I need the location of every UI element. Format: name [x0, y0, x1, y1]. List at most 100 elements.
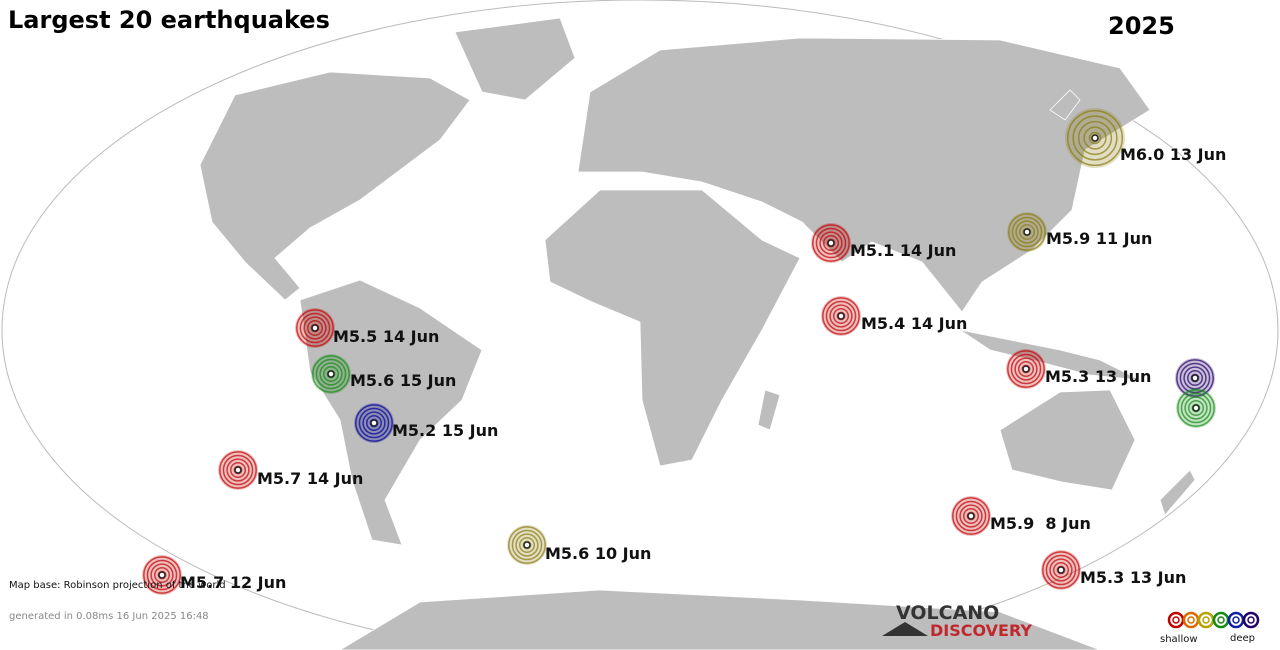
legend-ring: [1167, 611, 1185, 629]
quake-center: [327, 370, 335, 378]
quake-ring: [1042, 551, 1080, 589]
quake-marker: [811, 223, 851, 263]
quake-label: M5.3 13 Jun: [1080, 568, 1186, 587]
quake-marker: [951, 496, 991, 536]
legend-ring: [1212, 611, 1230, 629]
quake-marker: [295, 308, 335, 348]
quake-center: [837, 312, 845, 320]
quake-ring: [306, 319, 324, 337]
quake-label: M5.9 11 Jun: [1046, 229, 1152, 248]
legend: shallow deep: [1160, 611, 1260, 645]
legend-ring-inner: [1247, 616, 1255, 624]
quake-ring: [1015, 220, 1039, 244]
quake-ring: [1007, 350, 1045, 388]
quake-ring: [829, 304, 853, 328]
quake-ring: [1011, 216, 1043, 248]
quake-marker: [142, 555, 182, 595]
legend-deep: deep: [1230, 633, 1255, 644]
quake-ring: [153, 566, 171, 584]
quake-marker: [507, 525, 547, 565]
legend-ring: [1227, 611, 1245, 629]
quake-ring: [1072, 115, 1118, 161]
quake-marker: [1041, 550, 1081, 590]
quake-center: [311, 324, 319, 332]
quake-center: [523, 541, 531, 549]
quake-ring: [229, 461, 247, 479]
quake-ring: [143, 556, 181, 594]
quake-ring: [312, 355, 350, 393]
quake-label: M5.6 10 Jun: [545, 544, 651, 563]
quake-ring: [358, 407, 390, 439]
quake-ring: [1014, 357, 1038, 381]
quake-ring: [1077, 120, 1113, 156]
quake-ring: [146, 559, 178, 591]
logo-line2: DISCOVERY: [930, 621, 1032, 640]
quake-center: [827, 239, 835, 247]
quake-marker: [821, 296, 861, 336]
quake-marker: [354, 403, 394, 443]
quake-center: [1191, 374, 1199, 382]
quake-ring: [222, 454, 254, 486]
quake-ring: [1088, 131, 1102, 145]
logo-icon: [882, 622, 928, 636]
legend-shallow: shallow: [1160, 634, 1198, 645]
quake-ring: [1008, 213, 1046, 251]
legend-ring-inner: [1172, 616, 1180, 624]
quake-center: [234, 466, 242, 474]
quake-ring: [1010, 353, 1042, 385]
logo: VOLCANO DISCOVERY: [882, 602, 1032, 640]
year: 2025: [1108, 12, 1175, 40]
quake-center: [370, 419, 378, 427]
quake-ring: [362, 411, 386, 435]
quake-label: M5.7 12 Jun: [180, 573, 286, 592]
quake-marker: [311, 354, 351, 394]
continents: [199, 17, 1196, 650]
legend-ring: [1197, 611, 1215, 629]
quake-ring: [1083, 126, 1107, 150]
quake-ring: [1183, 366, 1207, 390]
quake-label: M5.6 15 Jun: [350, 371, 456, 390]
legend-ring-inner: [1232, 616, 1240, 624]
quake-marker: [218, 450, 258, 490]
quake-ring: [150, 563, 174, 587]
quake-ring: [319, 362, 343, 386]
quake-ring: [219, 451, 257, 489]
quake-ring: [303, 316, 327, 340]
quake-ring: [1176, 359, 1214, 397]
quake-ring: [1017, 360, 1035, 378]
quake-center: [967, 512, 975, 520]
legend-ring-inner: [1217, 616, 1225, 624]
legend-ring: [1182, 611, 1200, 629]
quake-ring: [1018, 223, 1036, 241]
quake-label: M5.2 15 Jun: [392, 421, 498, 440]
quake-ring: [955, 500, 987, 532]
quake-ring: [508, 526, 546, 564]
quake-label: M5.9 8 Jun: [990, 514, 1091, 533]
quake-ring: [819, 231, 843, 255]
quake-ring: [822, 234, 840, 252]
quake-ring: [315, 358, 347, 390]
title: Largest 20 earthquakes: [8, 6, 330, 34]
quake-ring: [322, 365, 340, 383]
quake-ring: [959, 504, 983, 528]
quake-marker: [1175, 358, 1215, 398]
quake-marker: [1007, 212, 1047, 252]
quake-ring: [355, 404, 393, 442]
quake-label: M5.1 14 Jun: [850, 241, 956, 260]
quake-marker: [1006, 349, 1046, 389]
quake-ring: [1180, 392, 1212, 424]
quake-ring: [365, 414, 383, 432]
quake-ring: [832, 307, 850, 325]
quake-ring: [1066, 109, 1124, 167]
quakes: M6.0 13 Jun M5.9 11 Jun M5.1 14 Jun M5.4 14…: [142, 108, 1226, 595]
quake-marker: [1065, 108, 1125, 168]
quake-ring: [515, 533, 539, 557]
legend-ring-inner: [1187, 616, 1195, 624]
quake-ring: [1187, 399, 1205, 417]
quake-ring: [511, 529, 543, 561]
quake-ring: [226, 458, 250, 482]
quake-marker: [1176, 388, 1216, 428]
quake-label: M5.5 14 Jun: [333, 327, 439, 346]
quake-center: [1192, 404, 1200, 412]
